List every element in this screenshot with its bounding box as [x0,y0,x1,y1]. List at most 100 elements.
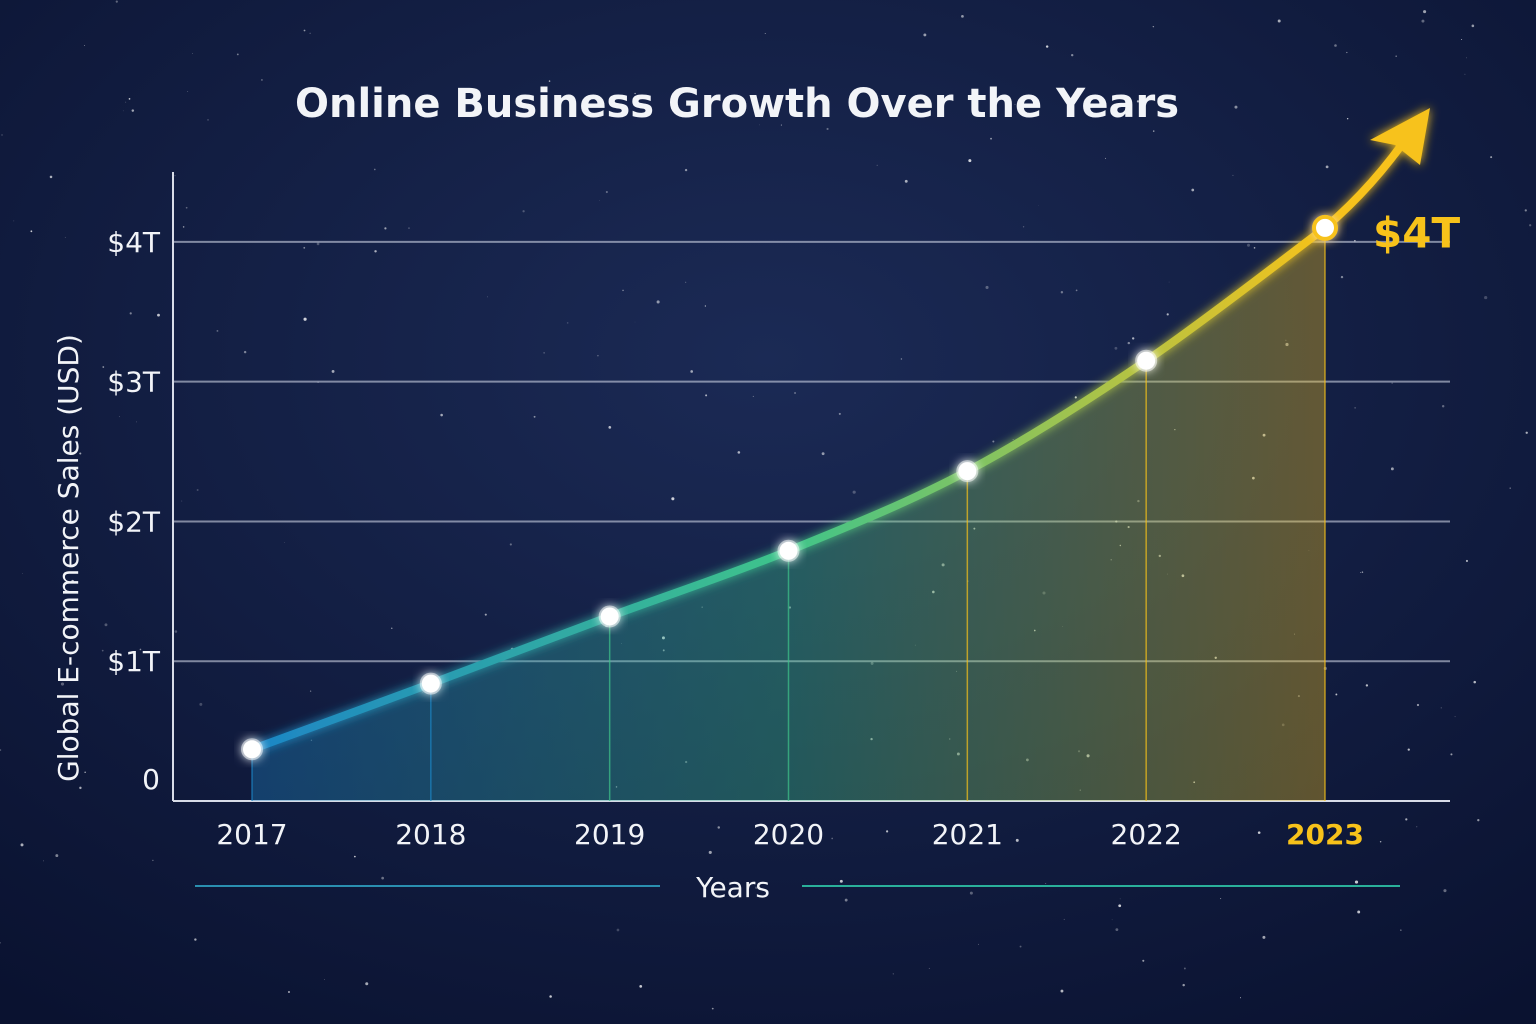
star [71,579,74,583]
star [365,982,369,986]
star [102,366,105,368]
star [1346,51,1348,54]
star [303,317,307,321]
star [192,53,193,54]
star [685,281,687,283]
chart-title: Online Business Growth Over the Years [295,81,1179,127]
star [708,850,712,855]
star [1038,205,1039,207]
star [597,354,599,357]
star [384,227,387,230]
star [1464,73,1466,75]
star [717,826,721,829]
star [185,206,188,209]
star [79,786,82,790]
star [1423,10,1427,14]
star [129,312,132,315]
star [711,1007,714,1010]
star [187,90,189,92]
star [30,230,33,233]
star [1490,156,1493,159]
star [752,395,754,397]
star [1407,748,1410,751]
star [1234,105,1238,109]
x-tick-label: 2021 [932,818,1003,851]
point [419,672,442,695]
star [101,649,104,652]
star [1509,487,1511,489]
star [1416,826,1418,828]
star [1359,571,1361,573]
x-tick-label: 2023 [1286,818,1364,851]
star [309,690,312,692]
star [1529,224,1532,227]
star [885,830,889,833]
star [331,369,335,373]
value-label: $4T [1373,208,1460,257]
y-tick-label: $2T [107,505,161,538]
star [608,426,612,429]
star [961,14,964,18]
star [1473,680,1476,684]
star [900,358,903,360]
star [1361,571,1364,573]
star [821,452,825,456]
star [55,854,59,858]
star [303,29,306,32]
star [60,682,65,686]
star [1063,918,1065,920]
star [1440,707,1442,709]
star [634,92,636,95]
star [690,370,693,373]
star [1379,841,1382,843]
star [755,886,758,889]
star [1182,983,1185,987]
star [243,350,247,354]
star [131,109,135,112]
star [1022,226,1025,228]
star [599,199,600,201]
star [1060,989,1064,993]
star [704,305,707,307]
star [978,943,979,945]
star [1015,838,1019,842]
star [533,415,536,418]
star [1334,44,1337,47]
star [1484,295,1488,300]
star [1405,818,1408,821]
point [956,460,979,483]
star [1060,291,1064,294]
y-tick-label: $1T [107,645,161,678]
star [49,175,53,179]
star [152,859,154,862]
star [115,0,118,3]
star [1365,684,1369,687]
y-tick-label: $4T [107,226,161,259]
star [374,168,376,171]
star [1012,439,1014,440]
star [992,440,995,443]
star [1105,157,1106,159]
star [1019,945,1022,948]
star [181,500,183,502]
star [374,250,377,253]
star [174,630,178,633]
star [1325,165,1329,169]
star [1142,959,1145,962]
star [543,352,545,354]
star [64,236,66,238]
star [990,137,992,140]
trend-arrow-head [1370,108,1430,165]
star [1253,247,1256,249]
star [844,898,848,902]
star [1466,57,1467,59]
x-tick-label: 2019 [574,818,645,851]
star [381,876,384,880]
star [1152,130,1155,132]
star [21,573,23,574]
star [831,837,834,840]
star [1075,289,1078,292]
star [196,489,199,491]
